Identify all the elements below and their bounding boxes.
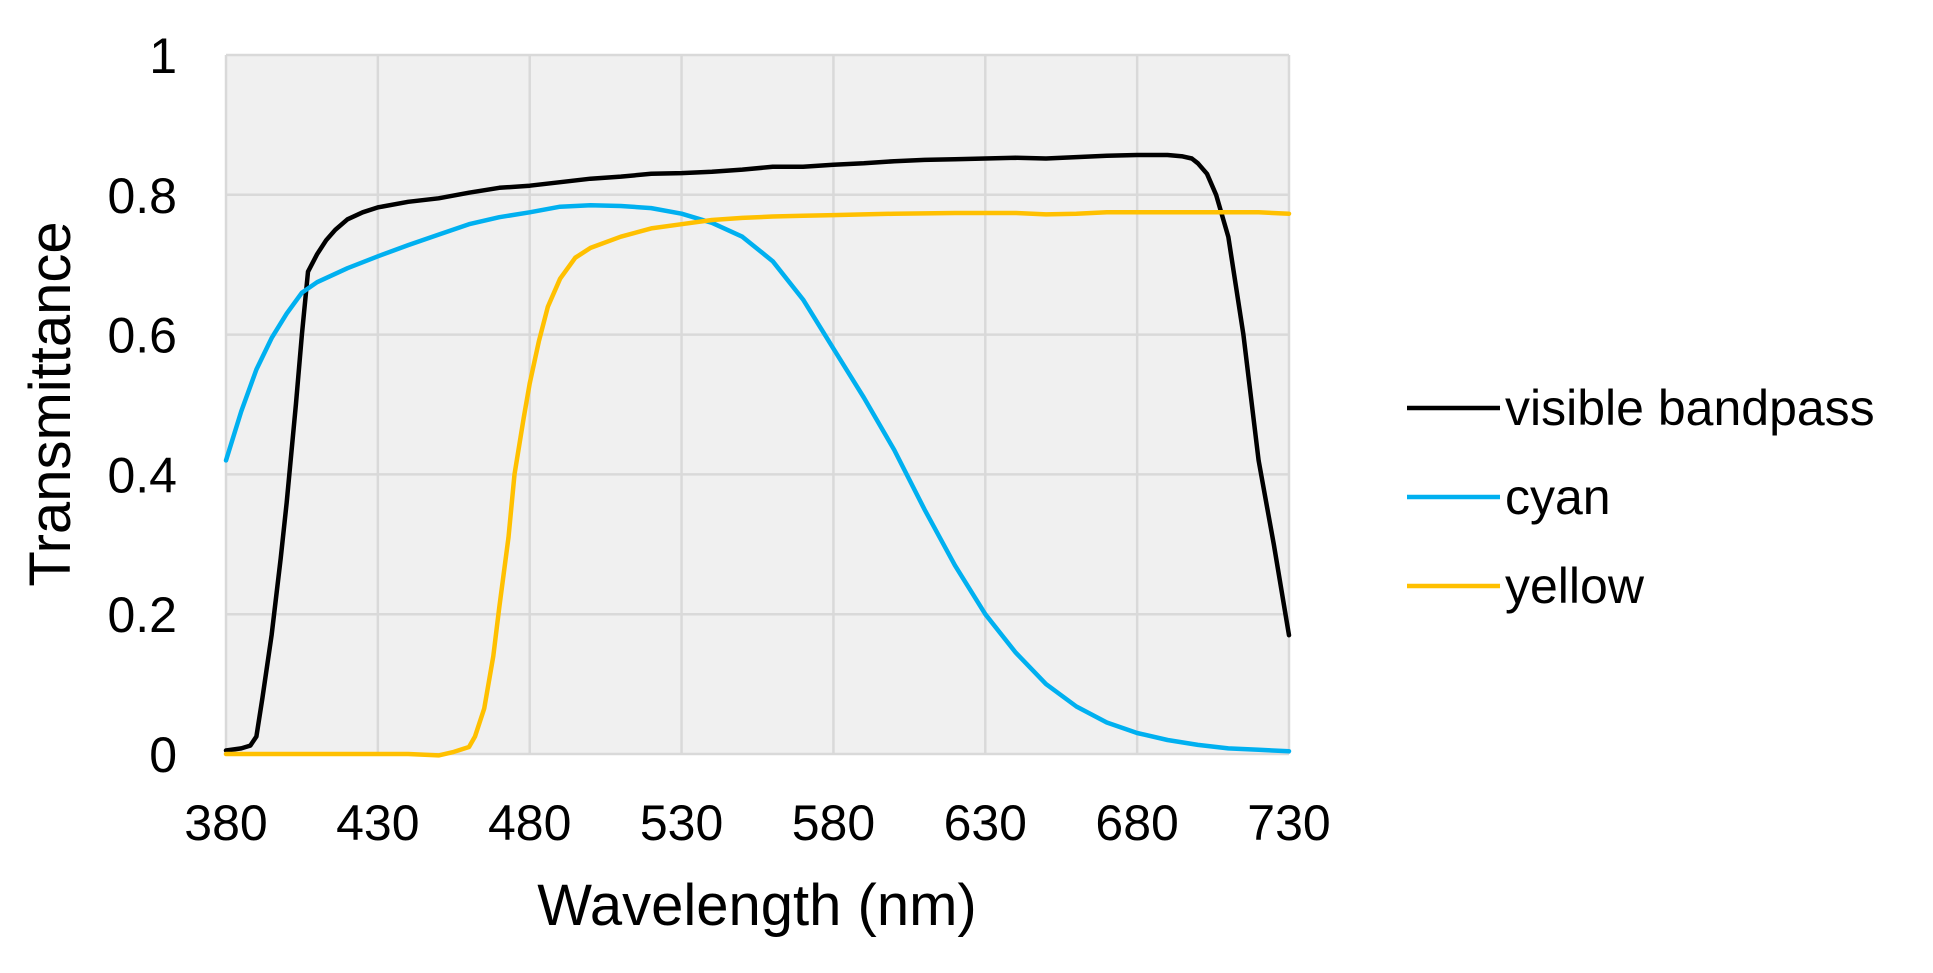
x-tick-label: 530 [640,795,723,851]
x-tick-label: 580 [792,795,875,851]
y-tick-label: 0.4 [107,447,177,503]
x-tick-label: 730 [1247,795,1330,851]
y-tick-label: 0 [149,727,177,783]
y-axis-title: Transmittance [18,221,83,586]
x-tick-label: 380 [184,795,267,851]
x-axis-title: Wavelength (nm) [537,873,976,938]
x-tick-label: 430 [336,795,419,851]
y-tick-label: 1 [149,28,177,84]
y-tick-label: 0.2 [107,587,177,643]
gridlines [224,53,1291,756]
series-line-visible-bandpass [223,152,1292,753]
legend-label: cyan [1505,469,1611,525]
legend-label: visible bandpass [1505,380,1875,436]
x-tick-labels: 380 430 480 530 580 630 680 730 [184,795,1330,851]
legend: visible bandpass cyan yellow [1407,380,1875,614]
y-tick-label: 0.6 [107,308,177,364]
series-line-yellow [223,210,1292,758]
series-line-cyan [223,203,1292,754]
legend-label: yellow [1505,558,1645,614]
series-lines [223,152,1292,758]
plot-background [226,55,1289,754]
y-tick-labels: 0 0.2 0.4 0.6 0.8 1 [107,28,177,783]
x-tick-label: 480 [488,795,571,851]
y-tick-label: 0.8 [107,168,177,224]
x-tick-label: 680 [1095,795,1178,851]
x-tick-label: 630 [944,795,1027,851]
